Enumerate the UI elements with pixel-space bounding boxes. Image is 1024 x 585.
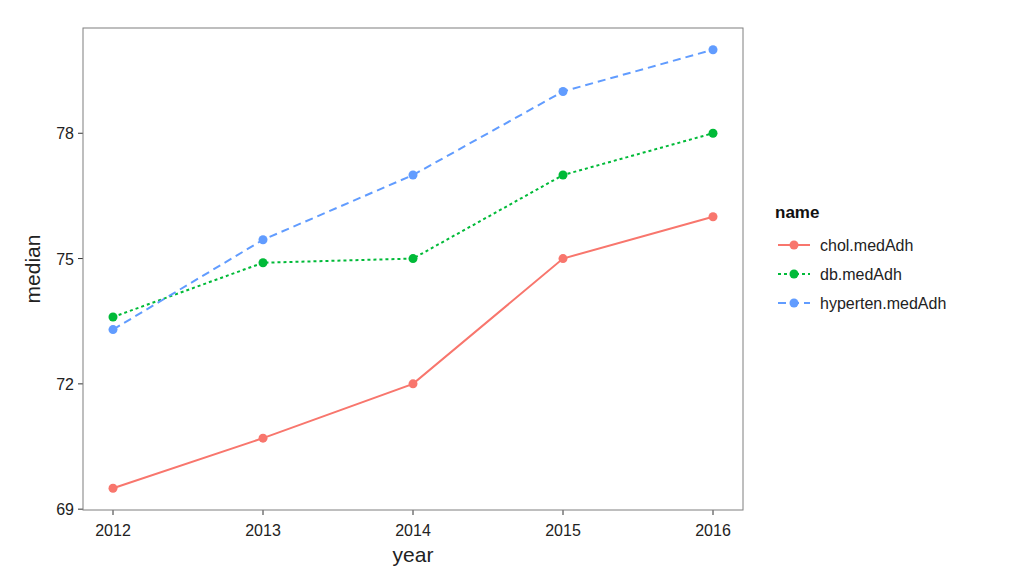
background xyxy=(0,0,1024,585)
x-tick-label: 2014 xyxy=(395,522,431,539)
y-tick-label: 75 xyxy=(56,251,74,268)
plot-frame xyxy=(83,28,743,510)
series-point xyxy=(409,171,418,180)
legend-key-point xyxy=(790,241,799,250)
series-line xyxy=(113,133,713,317)
series-point xyxy=(259,258,268,267)
series-point xyxy=(409,254,418,263)
x-tick xyxy=(263,510,264,515)
x-tick xyxy=(563,510,564,515)
series-line xyxy=(113,217,713,488)
y-tick xyxy=(78,258,83,259)
x-tick-label: 2012 xyxy=(95,522,131,539)
series-point xyxy=(709,212,718,221)
x-tick-label: 2013 xyxy=(245,522,281,539)
legend-label: db.medAdh xyxy=(820,266,902,283)
series-point xyxy=(259,434,268,443)
chart-container: 69 72 75 78 2012 2013 2014 2015 2016 year median na… xyxy=(0,0,1024,585)
x-tick xyxy=(413,510,414,515)
x-tick xyxy=(113,510,114,515)
series-point xyxy=(709,129,718,138)
legend-label: chol.medAdh xyxy=(820,237,913,254)
y-tick-label: 69 xyxy=(56,501,74,518)
series-point xyxy=(709,45,718,54)
x-tick xyxy=(713,510,714,515)
series-point xyxy=(559,254,568,263)
y-tick-label: 72 xyxy=(56,376,74,393)
x-tick-label: 2015 xyxy=(545,522,581,539)
x-axis-label: year xyxy=(393,543,434,566)
y-axis-label: median xyxy=(21,235,44,304)
legend-label: hyperten.medAdh xyxy=(820,295,946,312)
series-line xyxy=(113,50,713,330)
series-point xyxy=(409,379,418,388)
series-point xyxy=(559,87,568,96)
plot-area xyxy=(109,45,718,493)
y-tick xyxy=(78,133,83,134)
y-tick xyxy=(78,383,83,384)
series-point xyxy=(109,484,118,493)
series-point xyxy=(559,171,568,180)
legend-key-point xyxy=(790,299,799,308)
x-tick-label: 2016 xyxy=(695,522,731,539)
series-point xyxy=(109,325,118,334)
y-tick-label: 78 xyxy=(56,125,74,142)
legend-title: name xyxy=(775,203,819,222)
y-tick xyxy=(78,509,83,510)
series-point xyxy=(109,313,118,322)
chart-svg: 69 72 75 78 2012 2013 2014 2015 2016 year median na… xyxy=(0,0,1024,585)
legend-key-point xyxy=(790,270,799,279)
series-point xyxy=(259,235,268,244)
